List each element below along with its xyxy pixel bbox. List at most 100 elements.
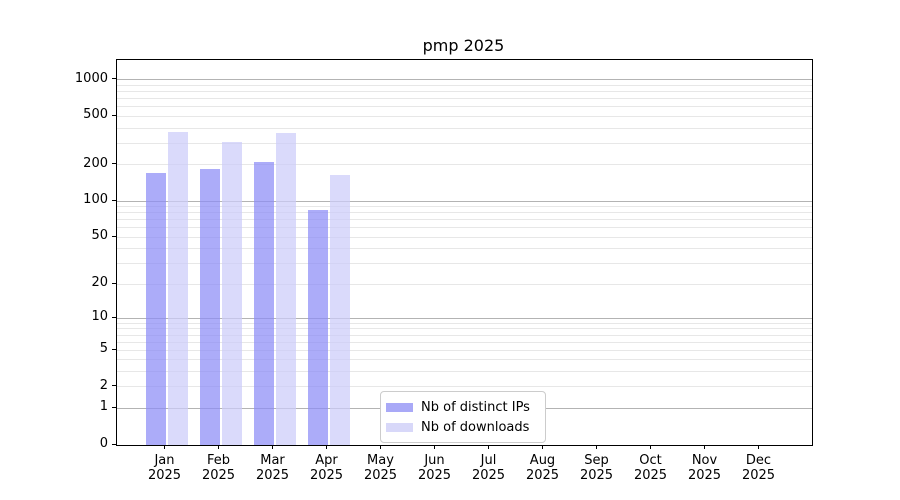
gridline-minor bbox=[117, 219, 812, 221]
x-axis-tick bbox=[218, 445, 219, 449]
bar-downloads-apr bbox=[329, 174, 350, 445]
y-axis-tick bbox=[112, 406, 116, 408]
y-axis-tick bbox=[112, 282, 116, 284]
legend-item-distinct-ips: Nb of distinct IPs bbox=[386, 397, 537, 417]
gridline-minor bbox=[117, 227, 812, 229]
x-axis-tick bbox=[164, 445, 165, 449]
y-axis-tick bbox=[112, 163, 116, 165]
gridline-minor bbox=[117, 334, 812, 336]
x-axis-label-year: 2025 bbox=[147, 468, 182, 483]
gridline-minor bbox=[117, 349, 812, 351]
y-axis-label: 50 bbox=[91, 228, 108, 244]
gridline-minor bbox=[117, 236, 812, 238]
chart-title: pmp 2025 bbox=[422, 36, 505, 55]
y-axis-tick bbox=[112, 443, 116, 445]
gridline-minor bbox=[117, 115, 812, 117]
gridline-minor bbox=[117, 142, 812, 144]
gridline-major bbox=[117, 79, 812, 81]
y-axis-label: 1 bbox=[99, 399, 108, 415]
x-axis-label-year: 2025 bbox=[741, 468, 776, 483]
plot-area: Nb of distinct IPs Nb of downloads bbox=[116, 59, 813, 446]
x-axis-label-year: 2025 bbox=[633, 468, 668, 483]
gridline-minor bbox=[117, 98, 812, 100]
gridline-minor bbox=[117, 206, 812, 208]
y-axis-label: 500 bbox=[83, 107, 108, 123]
x-axis-label: Jan 2025 bbox=[137, 453, 193, 483]
x-axis-label: Jul 2025 bbox=[461, 453, 517, 483]
x-axis-label: Jun 2025 bbox=[407, 453, 463, 483]
x-axis-label-year: 2025 bbox=[579, 468, 614, 483]
gridline-major bbox=[117, 317, 812, 319]
x-axis-label-year: 2025 bbox=[201, 468, 236, 483]
y-axis-label: 0 bbox=[99, 436, 108, 451]
y-axis-tick bbox=[112, 235, 116, 237]
legend-item-downloads: Nb of downloads bbox=[386, 417, 537, 437]
gridline-minor bbox=[117, 164, 812, 166]
x-axis-label-year: 2025 bbox=[255, 468, 290, 483]
x-axis-tick bbox=[650, 445, 651, 449]
gridline-minor bbox=[117, 127, 812, 129]
legend-swatch-downloads bbox=[386, 422, 413, 432]
x-axis-label: Nov 2025 bbox=[677, 453, 733, 483]
x-axis-label-year: 2025 bbox=[687, 468, 722, 483]
bar-downloads-mar bbox=[275, 133, 296, 445]
y-axis-label: 200 bbox=[83, 155, 108, 171]
x-axis-label-year: 2025 bbox=[309, 468, 344, 483]
gridline-minor bbox=[117, 262, 812, 264]
legend-label-downloads: Nb of downloads bbox=[421, 419, 530, 435]
y-axis-tick bbox=[112, 199, 116, 201]
gridline-minor bbox=[117, 322, 812, 324]
gridline-minor bbox=[117, 84, 812, 86]
x-axis-label: Mar 2025 bbox=[245, 453, 301, 483]
y-axis-tick bbox=[112, 348, 116, 350]
gridline-minor bbox=[117, 248, 812, 250]
x-axis-tick bbox=[434, 445, 435, 449]
bar-downloads-jan bbox=[167, 131, 188, 445]
y-axis-label: 5 bbox=[99, 341, 108, 357]
y-axis-tick bbox=[112, 78, 116, 80]
y-axis-label: 2 bbox=[99, 377, 108, 393]
y-axis-tick bbox=[112, 114, 116, 116]
bar-downloads-feb bbox=[221, 141, 242, 445]
x-axis-tick bbox=[380, 445, 381, 449]
y-axis-tick bbox=[112, 316, 116, 318]
legend: Nb of distinct IPs Nb of downloads bbox=[380, 391, 546, 443]
gridline-minor bbox=[117, 341, 812, 343]
bar-distinct-ips-feb bbox=[200, 168, 220, 445]
gridline-minor bbox=[117, 359, 812, 361]
y-axis-label: 1000 bbox=[74, 70, 108, 86]
gridline-minor bbox=[117, 328, 812, 330]
bar-distinct-ips-apr bbox=[308, 209, 328, 445]
x-axis-label: Apr 2025 bbox=[299, 453, 355, 483]
x-axis-tick bbox=[272, 445, 273, 449]
x-axis-label: Sep 2025 bbox=[569, 453, 625, 483]
gridline-minor bbox=[117, 371, 812, 373]
x-axis-label-year: 2025 bbox=[417, 468, 452, 483]
bar-distinct-ips-mar bbox=[254, 162, 274, 445]
y-axis-tick bbox=[112, 385, 116, 387]
bar-distinct-ips-jan bbox=[146, 173, 166, 445]
x-axis-label-year: 2025 bbox=[363, 468, 398, 483]
gridline-minor bbox=[117, 386, 812, 388]
x-axis-tick bbox=[326, 445, 327, 449]
x-axis-label: Dec 2025 bbox=[731, 453, 787, 483]
x-axis-tick bbox=[488, 445, 489, 449]
x-axis-tick bbox=[704, 445, 705, 449]
gridline-minor bbox=[117, 283, 812, 285]
x-axis-label-year: 2025 bbox=[525, 468, 560, 483]
legend-swatch-distinct-ips bbox=[386, 402, 413, 412]
x-axis-label: Oct 2025 bbox=[623, 453, 679, 483]
x-axis-label: May 2025 bbox=[353, 453, 409, 483]
gridline-minor bbox=[117, 106, 812, 108]
y-axis-label: 20 bbox=[91, 275, 108, 291]
gridline-major bbox=[117, 200, 812, 202]
x-axis-label: Feb 2025 bbox=[191, 453, 247, 483]
gridline-minor bbox=[117, 91, 812, 93]
x-axis-tick bbox=[596, 445, 597, 449]
x-axis-tick bbox=[758, 445, 759, 449]
gridline-minor bbox=[117, 212, 812, 214]
x-axis-tick bbox=[542, 445, 543, 449]
legend-label-distinct-ips: Nb of distinct IPs bbox=[421, 399, 530, 415]
y-axis-label: 100 bbox=[83, 192, 108, 208]
